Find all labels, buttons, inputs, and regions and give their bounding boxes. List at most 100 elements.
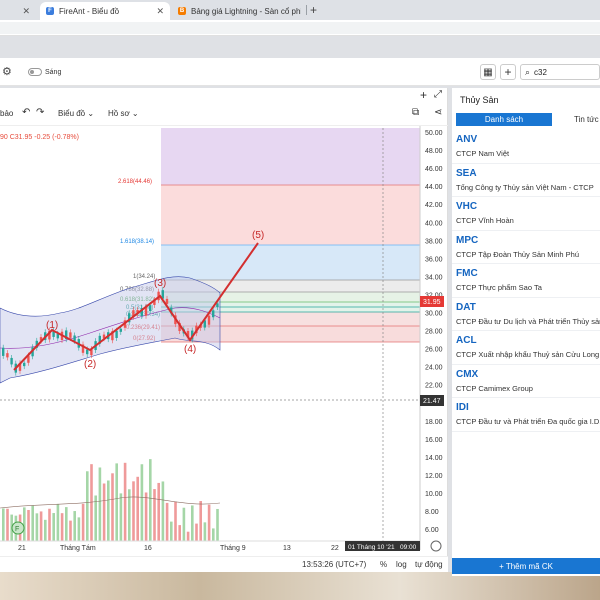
volume-bar <box>186 531 190 541</box>
volume-bar <box>77 517 81 541</box>
app-toolbar: ⚙ Sáng ▦ + ⌕ c32 <box>0 58 600 86</box>
candle-body <box>6 353 9 358</box>
y-axis[interactable]: 50.00 48.00 46.00 44.00 42.00 40.00 38.00 36.00… <box>425 130 443 534</box>
tab-divider <box>306 5 307 15</box>
theme-toggle[interactable]: Sáng <box>28 67 61 77</box>
candle-body <box>69 332 72 338</box>
volume-bar <box>98 467 102 541</box>
add-chart-button[interactable]: + <box>420 88 428 102</box>
list-item[interactable]: FMC CTCP Thực phẩm Sao Ta <box>452 264 600 298</box>
list-item[interactable]: IDI CTCP Đầu tư và Phát triển Đa quốc gia… <box>452 398 600 432</box>
candle-body <box>161 290 164 299</box>
candle-body <box>191 330 194 340</box>
y-tick: 46.00 <box>425 166 443 173</box>
list-item[interactable]: MPC CTCP Tập Đoàn Thủy Sản Minh Phú <box>452 231 600 264</box>
candle-body <box>186 331 190 338</box>
cursor-price-tag <box>420 395 444 406</box>
candle-body <box>216 303 219 308</box>
share-icon[interactable]: ⋖ <box>434 107 443 118</box>
volume-bar <box>212 528 215 541</box>
list-item[interactable]: CMX CTCP Camimex Group <box>452 365 600 398</box>
wave-label-1: (1) <box>46 320 58 331</box>
y-tick: 26.00 <box>425 347 443 354</box>
screenshot-icon[interactable]: ⧉ <box>412 107 420 118</box>
undo-icon[interactable]: ↶ <box>22 107 31 118</box>
close-icon[interactable]: ✕ <box>156 5 164 16</box>
volume-bar <box>170 521 173 541</box>
fib-zone-4236 <box>161 128 420 185</box>
chart-type-menu[interactable]: Biểu đồ ⌄ <box>58 109 95 118</box>
price-chart[interactable]: 2.618(44.46) 1.618(38.14) 1(34.24) 0.786… <box>0 126 448 588</box>
volume-bar <box>73 511 76 541</box>
x-tick: 13 <box>283 545 291 552</box>
event-marker-label: F <box>15 526 19 533</box>
cursor-date-tag <box>345 541 420 551</box>
list-item[interactable]: DAT CTCP Đầu tư Du lịch và Phát triển Thủ… <box>452 298 600 331</box>
y-tick: 30.00 <box>425 311 443 318</box>
candle-body <box>136 309 139 314</box>
browser-tab-blank[interactable]: ✕ <box>0 2 36 20</box>
watchlist-title: Thủy Sản <box>460 95 499 105</box>
lightning-favicon-icon: B <box>178 7 186 15</box>
stock-code: IDI <box>456 402 469 413</box>
candle-body <box>2 347 5 356</box>
list-item[interactable]: VHC CTCP Vĩnh Hoàn <box>452 197 600 231</box>
chart-status-bar: 13:53:26 (UTC+7) % log tự động <box>0 556 448 572</box>
redo-icon[interactable]: ↷ <box>36 107 45 118</box>
tab-list[interactable]: Danh sách <box>456 113 552 126</box>
volume-bar <box>182 507 186 541</box>
profile-menu[interactable]: Hồ sơ ⌄ <box>108 109 139 118</box>
y-tick: 44.00 <box>425 184 443 191</box>
add-symbol-button[interactable]: + Thêm mã CK <box>452 558 600 574</box>
volume-series <box>2 459 219 541</box>
event-marker-icon[interactable] <box>11 521 25 535</box>
tab-title: FireAnt - Biểu đồ <box>59 6 120 16</box>
y-tick: 14.00 <box>425 455 443 462</box>
chart-toolbar-partial-label[interactable]: bảo <box>0 109 14 118</box>
candle-body <box>165 298 169 304</box>
volume-bar <box>69 520 72 541</box>
fib-zone-0236 <box>161 312 420 326</box>
y-tick: 28.00 <box>425 329 443 336</box>
volume-bar <box>195 523 198 541</box>
volume-bar <box>153 489 156 541</box>
chart-panel: + ⤢ bảo ↶ ↷ Biểu đồ ⌄ Hồ sơ ⌄ ⧉ ⋖ 90 C31… <box>0 88 448 560</box>
goto-realtime-icon[interactable] <box>430 540 442 552</box>
close-icon[interactable]: ✕ <box>22 5 30 16</box>
fib-label: 2.618(44.46) <box>118 179 152 185</box>
volume-bar <box>144 492 148 541</box>
layout-grid-button[interactable]: ▦ <box>480 64 496 80</box>
y-tick: 16.00 <box>425 437 443 444</box>
candle-body <box>153 299 156 305</box>
candle-body <box>111 331 114 341</box>
add-button[interactable]: + <box>500 64 516 80</box>
address-bar[interactable] <box>0 22 600 34</box>
fib-label: 1.618(38.14) <box>120 239 154 245</box>
volume-bar <box>102 483 106 541</box>
auto-toggle[interactable]: tự động <box>415 560 443 569</box>
company-name: CTCP Thực phẩm Sao Ta <box>456 283 542 292</box>
list-item[interactable]: ACL CTCP Xuất nhập khẩu Thuỷ sản Cửu Long <box>452 331 600 365</box>
volume-bar <box>39 511 43 541</box>
gear-icon[interactable]: ⚙ <box>2 66 12 78</box>
bollinger-band <box>0 276 221 384</box>
candle-body <box>52 330 55 337</box>
volume-bar <box>128 489 131 541</box>
cursor-date: 01 Tháng 10 '21 <box>348 544 395 551</box>
log-toggle[interactable]: log <box>396 560 407 569</box>
y-tick: 32.00 <box>425 292 443 299</box>
y-tick: 42.00 <box>425 202 443 209</box>
percent-toggle[interactable]: % <box>380 560 388 569</box>
list-item[interactable]: ANV CTCP Nam Việt <box>452 130 600 164</box>
y-tick: 8.00 <box>425 509 439 516</box>
expand-icon[interactable]: ⤢ <box>434 89 442 100</box>
tab-news[interactable]: Tin tức <box>574 115 599 124</box>
company-name: Tổng Công ty Thủy sản Việt Nam - CTCP <box>456 182 594 192</box>
list-item[interactable]: SEA Tổng Công ty Thủy sản Việt Nam - CTCP <box>452 164 600 197</box>
new-tab-button[interactable]: + <box>310 3 318 17</box>
volume-bar <box>86 471 89 541</box>
symbol-search-input[interactable]: ⌕ c32 <box>520 64 600 80</box>
volume-bar <box>157 482 160 541</box>
browser-tab-fireant[interactable]: F FireAnt - Biểu đồ ✕ <box>40 2 170 20</box>
browser-tab-lightning[interactable]: B Bảng giá Lightning - Sàn cổ phiế <box>172 2 306 20</box>
